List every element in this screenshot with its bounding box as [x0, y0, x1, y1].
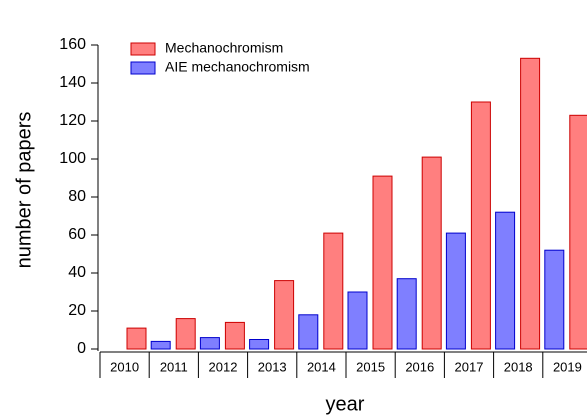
- bar: [298, 314, 319, 350]
- bar: [495, 211, 516, 350]
- bar: [372, 175, 393, 350]
- x-tick-label: 2014: [307, 359, 336, 374]
- x-tick-label: 2016: [405, 359, 434, 374]
- legend-label: Mechanochromism: [165, 40, 283, 56]
- bar: [249, 339, 270, 350]
- x-tick-label: 2013: [258, 359, 287, 374]
- bar: [274, 280, 295, 350]
- legend-swatch: [130, 61, 156, 75]
- bar: [126, 327, 147, 350]
- y-tick-label: 140: [59, 74, 86, 91]
- bar: [199, 337, 220, 350]
- x-tick-label: 2015: [356, 359, 385, 374]
- y-tick-label: 60: [68, 226, 86, 243]
- x-tick-label: 2018: [504, 359, 533, 374]
- bar: [347, 291, 368, 350]
- bar: [224, 321, 245, 350]
- bar: [323, 232, 344, 350]
- y-tick-label: 80: [68, 188, 86, 205]
- y-tick-label: 20: [68, 302, 86, 319]
- bar: [520, 57, 541, 350]
- y-tick-label: 40: [68, 264, 86, 281]
- x-tick-label: 2011: [160, 359, 188, 374]
- y-tick-label: 0: [77, 340, 86, 357]
- legend-swatch: [130, 42, 156, 56]
- x-tick-label: 2012: [209, 359, 238, 374]
- x-tick-label: 2010: [110, 359, 139, 374]
- x-tick-label: 2019: [553, 359, 582, 374]
- bar: [150, 340, 171, 350]
- bar: [544, 249, 565, 350]
- x-tick-label: 2017: [455, 359, 484, 374]
- y-tick-label: 160: [59, 36, 86, 53]
- y-tick-label: 120: [59, 112, 86, 129]
- bar: [396, 278, 417, 350]
- bar: [569, 114, 587, 350]
- x-axis-label: year: [326, 393, 365, 415]
- bar: [175, 318, 196, 350]
- bar: [445, 232, 466, 350]
- y-tick-label: 100: [59, 150, 86, 167]
- bar: [470, 101, 491, 350]
- legend-label: AIE mechanochromism: [165, 59, 310, 75]
- y-axis-label: number of papers: [13, 112, 35, 269]
- bar: [421, 156, 442, 350]
